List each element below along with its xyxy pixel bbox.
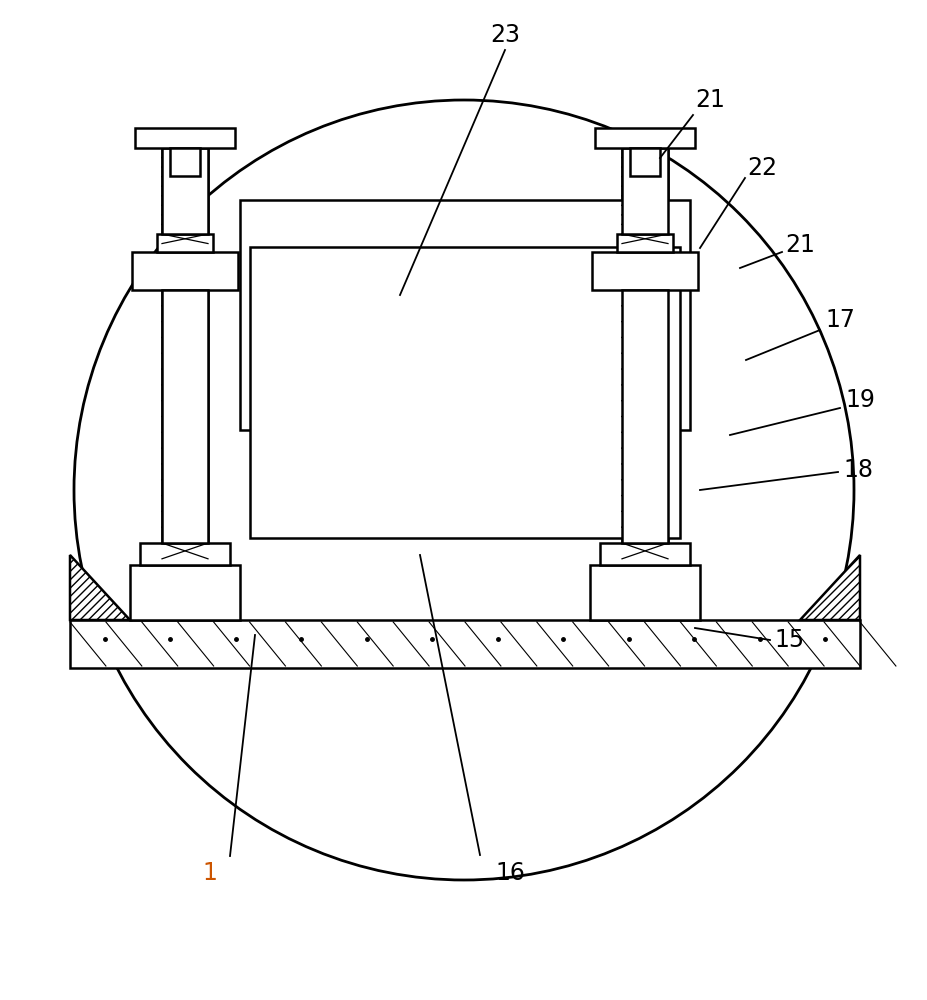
Polygon shape [70,555,130,620]
Text: 18: 18 [842,458,872,482]
Bar [621,148,667,234]
Bar [162,290,208,543]
Bar [130,565,240,620]
Bar [170,148,200,176]
Bar [240,200,690,430]
Bar [132,252,237,290]
Bar [621,148,667,234]
Bar [600,543,690,565]
Bar [162,148,208,234]
Bar [621,290,667,543]
Text: 21: 21 [694,88,724,112]
Bar [70,620,859,668]
Text: 22: 22 [746,156,776,180]
Bar [621,290,667,543]
Bar [134,128,235,148]
Text: 21: 21 [784,233,814,257]
Bar [590,565,699,620]
Bar [157,234,213,252]
Text: 15: 15 [774,628,805,652]
Bar [162,148,208,234]
Bar [162,290,208,543]
Bar [616,234,672,252]
Text: 17: 17 [824,308,854,332]
Bar [621,290,667,543]
Text: 16: 16 [494,861,525,885]
Text: 19: 19 [844,388,874,412]
Bar [249,247,679,538]
Bar [629,148,659,176]
Bar [162,290,208,543]
Text: 23: 23 [489,23,519,47]
Polygon shape [799,555,859,620]
Bar [621,148,667,234]
Bar [140,543,230,565]
Bar [162,148,208,234]
Bar [591,252,697,290]
Bar [594,128,694,148]
Text: 1: 1 [202,861,217,885]
